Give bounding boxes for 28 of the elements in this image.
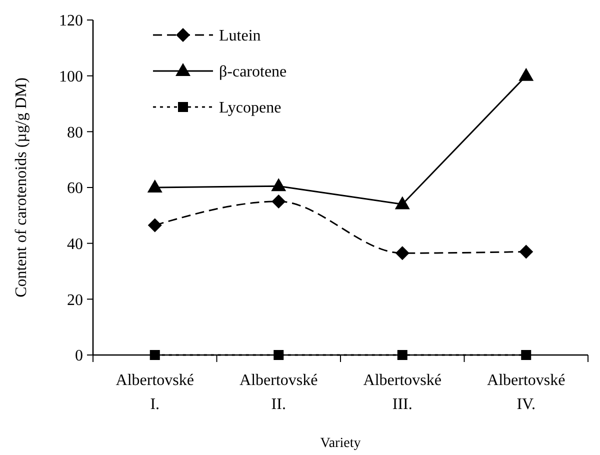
y-tick-label: 40 — [67, 236, 83, 253]
point — [521, 350, 532, 360]
y-tick-label: 120 — [59, 12, 83, 30]
y-axis-title: Content of carotenoids (µg/g DM) — [13, 78, 30, 298]
x-tick-label: Albertovské III. — [363, 372, 442, 413]
point — [150, 350, 160, 360]
legend-label: Lutein — [219, 28, 261, 45]
point — [271, 178, 286, 192]
x-tick-label: Albertovské IV. — [487, 372, 566, 413]
y-tick-label: 0 — [75, 348, 83, 365]
point — [274, 350, 284, 360]
point — [147, 180, 162, 192]
y-tick-label: 60 — [67, 180, 83, 198]
legend-label: Lycopene — [219, 100, 282, 117]
point — [395, 246, 410, 260]
x-tick-label: Albertovské II. — [240, 372, 318, 413]
y-tick-label: 100 — [59, 68, 83, 86]
point — [148, 218, 162, 232]
y-tick-label: 20 — [67, 292, 83, 309]
point — [394, 196, 410, 210]
x-axis-title: Variety — [320, 436, 361, 451]
point — [397, 350, 408, 360]
point — [519, 244, 534, 259]
point — [272, 194, 286, 208]
y-tick-label: 80 — [67, 124, 83, 142]
x-tick-label: Albertovské I. — [116, 372, 194, 413]
point — [518, 68, 534, 81]
legend-label: β-carotene — [219, 64, 287, 81]
